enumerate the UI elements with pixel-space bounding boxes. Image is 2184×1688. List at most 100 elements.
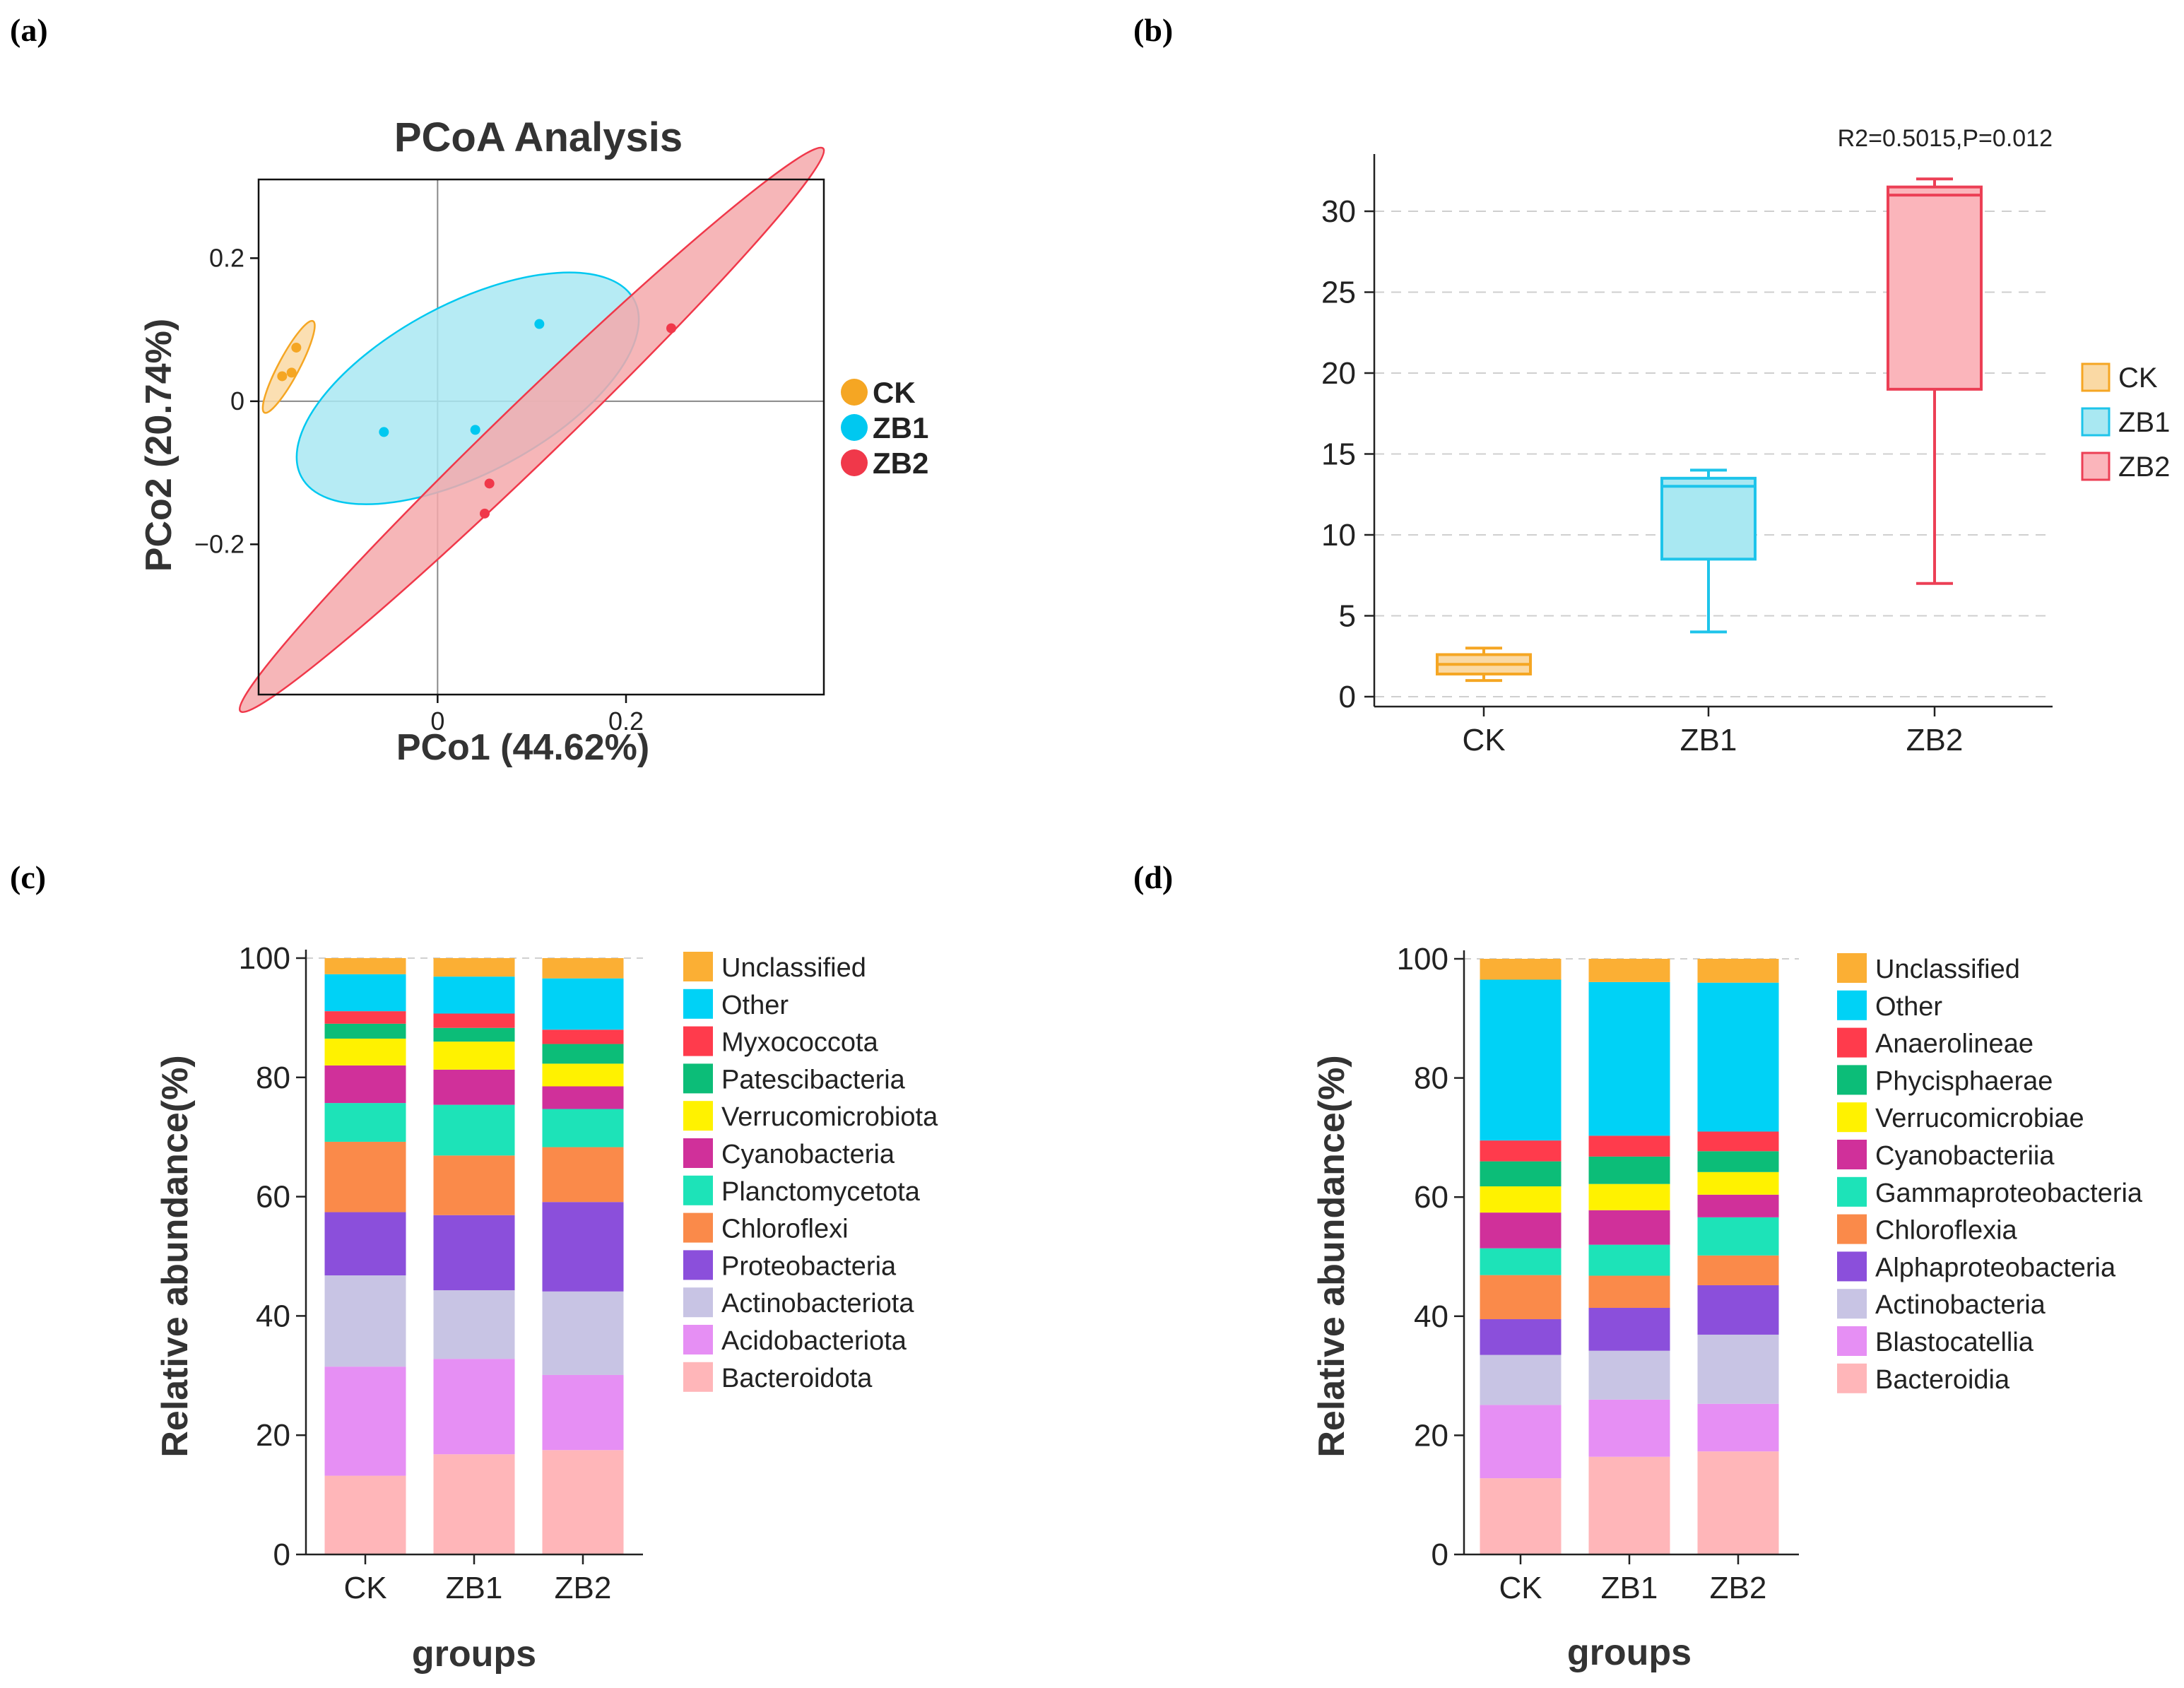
legend-swatch-chloroflexia bbox=[1837, 1214, 1867, 1244]
bar-segment-blastocatellia bbox=[1480, 1405, 1562, 1479]
legend-label-phycisphaerae: Phycisphaerae bbox=[1875, 1066, 2053, 1096]
bar-segment-planctomycetota bbox=[324, 1103, 406, 1142]
legend-label-planctomycetota: Planctomycetota bbox=[721, 1177, 921, 1207]
legend-swatch-unclassified bbox=[683, 952, 713, 981]
x-axis-title: groups bbox=[412, 1634, 536, 1675]
legend-label-proteobacteria: Proteobacteria bbox=[721, 1251, 897, 1281]
y-tick-label: 20 bbox=[1321, 356, 1356, 391]
bar-segment-cyanobacteriia bbox=[1697, 1194, 1779, 1217]
y-tick-label: 100 bbox=[239, 941, 290, 976]
bar-segment-other bbox=[433, 976, 515, 1014]
bar-segment-myxococcota bbox=[542, 1029, 624, 1044]
legend-label-cyanobacteriia: Cyanobacteriia bbox=[1875, 1141, 2055, 1171]
bar-segment-acidobacteriota bbox=[324, 1367, 406, 1476]
bar-segment-actinobacteria bbox=[1480, 1354, 1562, 1405]
legend-label-chloroflexia: Chloroflexia bbox=[1875, 1216, 2018, 1246]
bar-segment-actinobacteria bbox=[1697, 1334, 1779, 1404]
legend-swatch-phycisphaerae bbox=[1837, 1065, 1867, 1095]
bar-segment-bacteroidia bbox=[1480, 1478, 1562, 1554]
bar-segment-bacteroidota bbox=[324, 1475, 406, 1554]
y-tick-label: −0.2 bbox=[194, 529, 244, 558]
bar-segment-gammaproteobacteria bbox=[1697, 1217, 1779, 1256]
bar-segment-verrucomicrobiota bbox=[324, 1038, 406, 1066]
legend-marker-ck bbox=[841, 379, 868, 406]
legend-label-zb1: ZB1 bbox=[873, 411, 928, 444]
bar-segment-chloroflexi bbox=[433, 1155, 515, 1215]
bar-segment-planctomycetota bbox=[542, 1109, 624, 1147]
bar-segment-chloroflexi bbox=[542, 1147, 624, 1203]
bar-segment-myxococcota bbox=[324, 1011, 406, 1024]
legend-label-other: Other bbox=[1875, 992, 1942, 1022]
chart-title: PCoA Analysis bbox=[394, 114, 683, 160]
bar-segment-alphaproteobacteria bbox=[1480, 1319, 1562, 1355]
legend-label-ck: CK bbox=[2118, 362, 2158, 394]
bar-segment-acidobacteriota bbox=[433, 1359, 515, 1455]
bar-segment-actinobacteriota bbox=[542, 1291, 624, 1375]
bar-segment-other bbox=[542, 978, 624, 1030]
x-tick-label: ZB1 bbox=[446, 1571, 503, 1605]
boxplot-chart: 0 5 10 15 20 25 30 CK ZB1 ZB2 R2=0.5015,P=0.012 CK Z… bbox=[1321, 125, 2170, 757]
legend-label-actinobacteriota: Actinobacteriota bbox=[721, 1289, 914, 1318]
legend-swatch-bacteroidia bbox=[1837, 1363, 1867, 1393]
y-axis-title: PCo2 (20.74%) bbox=[138, 319, 179, 572]
legend-swatch-other bbox=[1837, 990, 1867, 1020]
bar-segment-chloroflexia bbox=[1588, 1275, 1670, 1308]
x-tick-label: 0.2 bbox=[608, 707, 644, 736]
bar-segment-anaerolineae bbox=[1480, 1140, 1562, 1162]
legend-label-blastocatellia: Blastocatellia bbox=[1875, 1328, 2034, 1357]
legend-label-zb2: ZB2 bbox=[873, 447, 928, 480]
y-tick-label: 10 bbox=[1321, 518, 1356, 553]
bar-segment-proteobacteria bbox=[433, 1215, 515, 1291]
bar-segment-actinobacteria bbox=[1588, 1350, 1670, 1400]
legend-label-acidobacteriota: Acidobacteriota bbox=[721, 1326, 907, 1356]
bar-segment-phycisphaerae bbox=[1697, 1151, 1779, 1172]
x-axis-title: groups bbox=[1567, 1632, 1692, 1673]
bar-segment-anaerolineae bbox=[1588, 1135, 1670, 1157]
legend-swatch-acidobacteriota bbox=[683, 1325, 713, 1354]
x-tick-label: ZB1 bbox=[1680, 723, 1737, 757]
legend-swatch-planctomycetota bbox=[683, 1175, 713, 1205]
x-tick-label: 0 bbox=[430, 707, 444, 736]
bar-segment-other bbox=[1480, 979, 1562, 1141]
bar-segment-bacteroidia bbox=[1697, 1451, 1779, 1554]
legend-swatch-chloroflexi bbox=[683, 1212, 713, 1243]
legend-swatch-blastocatellia bbox=[1837, 1326, 1867, 1356]
legend-label-zb1: ZB1 bbox=[2118, 407, 2170, 438]
x-tick-label: ZB2 bbox=[1710, 1571, 1767, 1605]
bar-segment-verrucomicrobiota bbox=[433, 1041, 515, 1070]
x-tick-label: ZB1 bbox=[1601, 1571, 1658, 1605]
y-tick-label: 20 bbox=[256, 1418, 290, 1453]
legend-marker-zb2 bbox=[841, 449, 868, 476]
box-zb2 bbox=[1887, 185, 1983, 391]
point-ck bbox=[286, 367, 297, 378]
legend-swatch-cyanobacteriia bbox=[1837, 1140, 1867, 1169]
bar-segment-unclassified bbox=[1588, 959, 1670, 982]
legend-swatch-actinobacteriota bbox=[683, 1287, 713, 1318]
legend-swatch-alphaproteobacteria bbox=[1837, 1251, 1867, 1282]
bar-segment-patescibacteria bbox=[433, 1027, 515, 1042]
x-tick-label: ZB2 bbox=[1906, 723, 1964, 757]
class-stacked-bar-chart: 0 20 40 60 80 100 CK ZB1 ZB2 groups Relative abund… bbox=[1311, 942, 2143, 1673]
y-axis-title: Relative abundance(%) bbox=[1311, 1055, 1352, 1457]
legend-swatch-myxococcota bbox=[683, 1026, 713, 1056]
bar-segment-chloroflexi bbox=[324, 1141, 406, 1212]
bar-segment-unclassified bbox=[1697, 959, 1779, 983]
bar-segment-gammaproteobacteria bbox=[1588, 1244, 1670, 1276]
y-tick-label: 0.2 bbox=[209, 243, 244, 272]
legend-swatch-verrucomicrobiota bbox=[683, 1101, 713, 1131]
y-tick-label: 0 bbox=[1339, 680, 1356, 714]
bar-segment-blastocatellia bbox=[1697, 1403, 1779, 1452]
bar-segment-gammaproteobacteria bbox=[1480, 1248, 1562, 1275]
bar-segment-verrucomicrobiota bbox=[542, 1063, 624, 1087]
y-tick-label: 80 bbox=[1414, 1061, 1448, 1096]
bar-segment-unclassified bbox=[433, 958, 515, 977]
legend-label-patescibacteria: Patescibacteria bbox=[721, 1065, 906, 1094]
x-tick-label: CK bbox=[1499, 1571, 1542, 1605]
bar-segment-actinobacteriota bbox=[324, 1275, 406, 1367]
bar-segment-bacteroidia bbox=[1588, 1456, 1670, 1554]
legend-label-myxococcota: Myxococcota bbox=[721, 1028, 879, 1058]
panel-label-d: (d) bbox=[1133, 859, 1173, 895]
legend-label-alphaproteobacteria: Alphaproteobacteria bbox=[1875, 1253, 2116, 1282]
bar-segment-cyanobacteria bbox=[542, 1086, 624, 1109]
